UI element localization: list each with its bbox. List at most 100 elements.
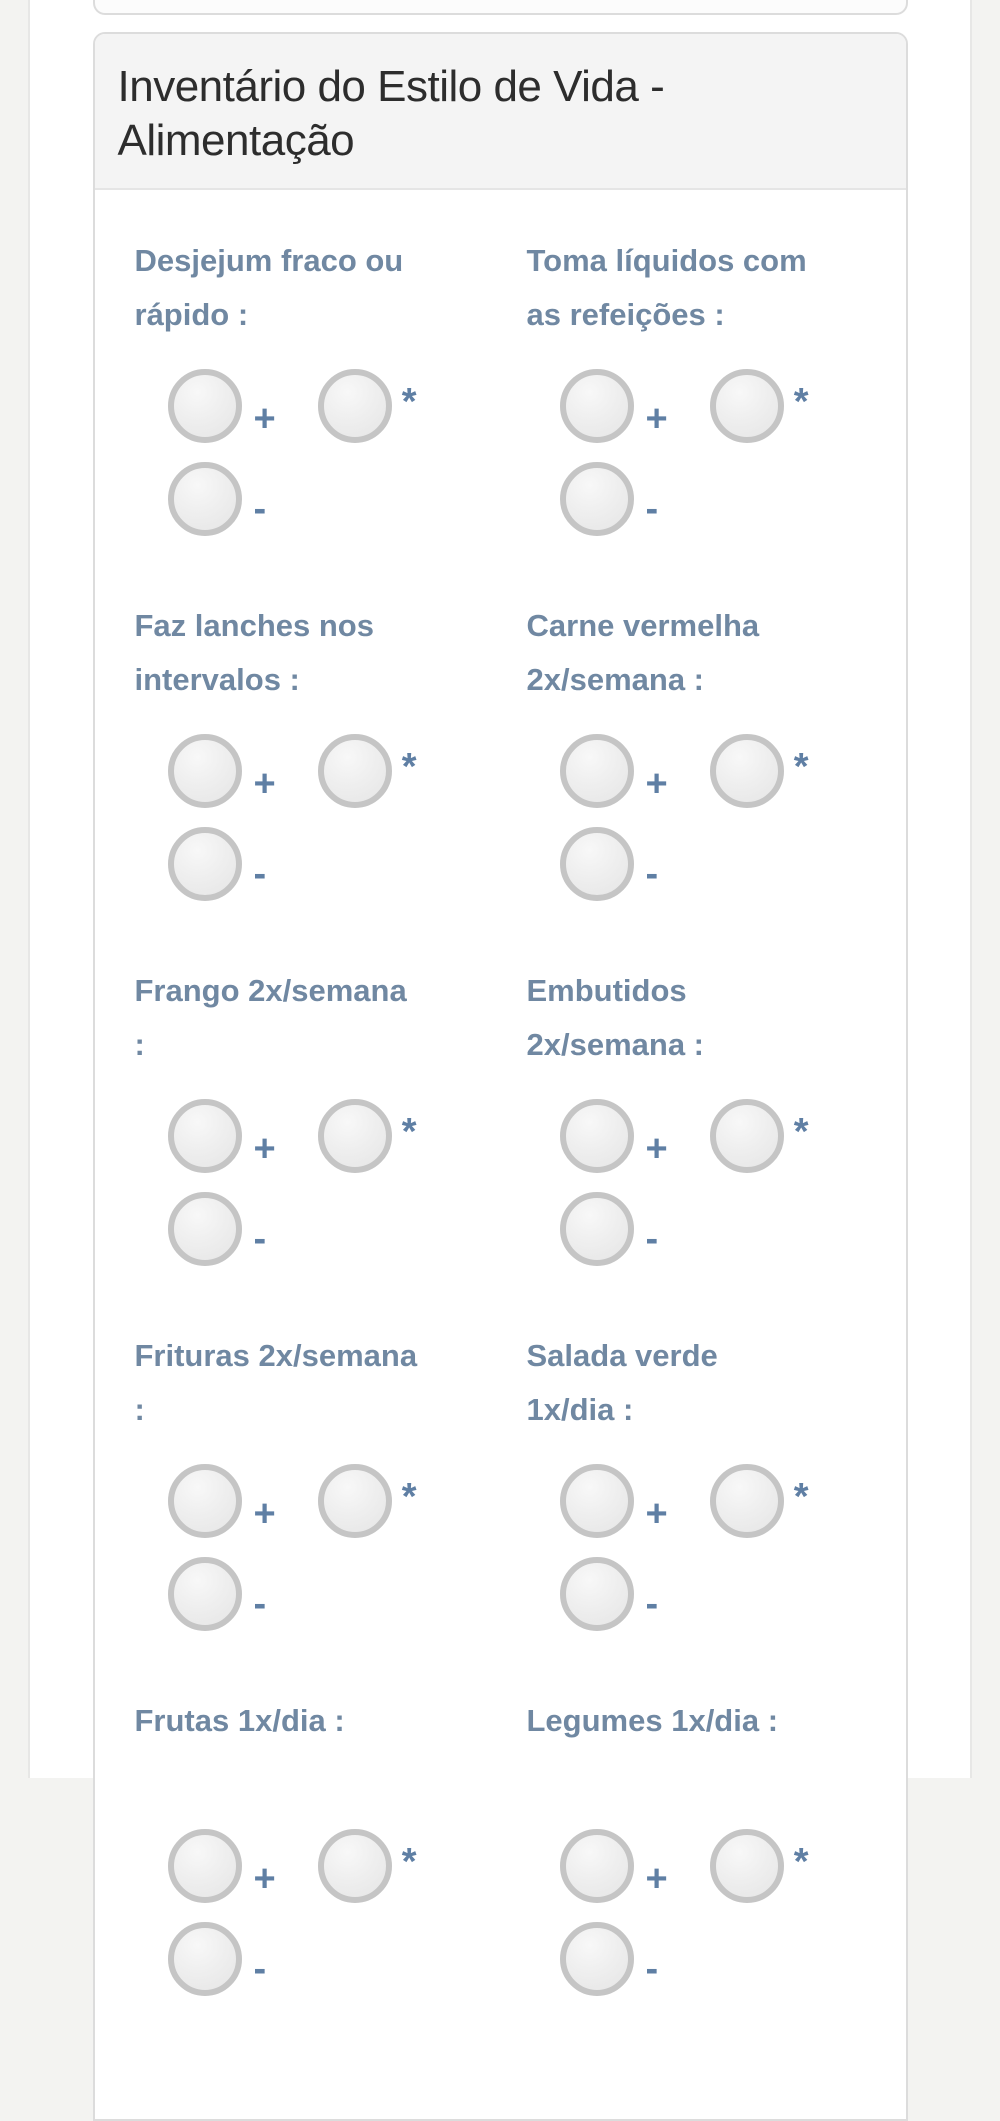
radio-row: - xyxy=(168,827,527,901)
radio-group: + * - xyxy=(560,1099,886,1266)
radio-button-plus[interactable] xyxy=(168,1829,242,1903)
radio-option-label-minus: - xyxy=(646,855,659,893)
radio-group: + * - xyxy=(168,734,527,901)
radio-button-plus[interactable] xyxy=(560,1829,634,1903)
radio-option-label-plus: + xyxy=(646,765,668,803)
question-label: Desjejum fraco ou rápido : xyxy=(135,234,527,342)
question-block-frituras: Frituras 2x/semana : + * - xyxy=(135,1329,527,1631)
radio-row: + * xyxy=(168,734,527,808)
question-label: Frituras 2x/semana : xyxy=(135,1329,527,1437)
previous-panel-bottom-edge xyxy=(93,0,908,15)
question-label-line: Carne vermelha xyxy=(527,599,886,653)
radio-button-minus[interactable] xyxy=(560,1922,634,1996)
radio-option-label-star: * xyxy=(402,383,417,421)
radio-button-star[interactable] xyxy=(710,1464,784,1538)
radio-option-label-star: * xyxy=(794,1478,809,1516)
radio-row: + * xyxy=(560,369,886,443)
page-container: Inventário do Estilo de Vida - Alimentaç… xyxy=(28,0,972,1778)
radio-option-label-plus: + xyxy=(254,1860,276,1898)
radio-option-label-star: * xyxy=(402,1113,417,1151)
question-label-line: : xyxy=(135,1018,527,1072)
radio-button-plus[interactable] xyxy=(560,1464,634,1538)
radio-option-label-minus: - xyxy=(254,490,267,528)
radio-option-label-plus: + xyxy=(254,1495,276,1533)
radio-option-label-plus: + xyxy=(646,1130,668,1168)
radio-button-minus[interactable] xyxy=(560,1192,634,1266)
radio-option-label-star: * xyxy=(402,1843,417,1881)
radio-group: + * - xyxy=(560,1464,886,1631)
question-block-toma-liquidos: Toma líquidos com as refeições : + * - xyxy=(527,234,886,536)
panel-header: Inventário do Estilo de Vida - Alimentaç… xyxy=(95,34,906,190)
radio-button-star[interactable] xyxy=(318,734,392,808)
question-label-line: Toma líquidos com xyxy=(527,234,886,288)
question-label-line: Frutas 1x/dia : xyxy=(135,1694,527,1748)
radio-row: + * xyxy=(560,1829,886,1903)
panel-body: Desjejum fraco ou rápido : + * - xyxy=(95,190,906,2119)
question-label-line: 1x/dia : xyxy=(527,1383,886,1437)
radio-button-minus[interactable] xyxy=(168,1557,242,1631)
radio-button-plus[interactable] xyxy=(168,1099,242,1173)
question-block-frango: Frango 2x/semana : + * - xyxy=(135,964,527,1266)
radio-button-plus[interactable] xyxy=(168,734,242,808)
radio-option-label-minus: - xyxy=(646,490,659,528)
question-label: Toma líquidos com as refeições : xyxy=(527,234,886,342)
question-label-line: Legumes 1x/dia : xyxy=(527,1694,886,1748)
question-label-line: rápido : xyxy=(135,288,527,342)
radio-option-label-plus: + xyxy=(646,1495,668,1533)
radio-button-star[interactable] xyxy=(318,369,392,443)
question-label-line: 2x/semana : xyxy=(527,1018,886,1072)
radio-group: + * - xyxy=(168,369,527,536)
radio-button-minus[interactable] xyxy=(168,1192,242,1266)
radio-option-label-star: * xyxy=(794,1113,809,1151)
radio-button-star[interactable] xyxy=(318,1829,392,1903)
question-block-legumes: Legumes 1x/dia : + * - xyxy=(527,1694,886,1996)
question-label-line: Frango 2x/semana xyxy=(135,964,527,1018)
radio-option-label-star: * xyxy=(402,748,417,786)
radio-button-minus[interactable] xyxy=(168,462,242,536)
radio-button-star[interactable] xyxy=(710,734,784,808)
radio-button-minus[interactable] xyxy=(560,1557,634,1631)
radio-button-star[interactable] xyxy=(318,1464,392,1538)
radio-group: + * - xyxy=(168,1829,527,1996)
radio-button-star[interactable] xyxy=(710,369,784,443)
radio-button-plus[interactable] xyxy=(560,369,634,443)
radio-row: + * xyxy=(560,734,886,808)
radio-row: + * xyxy=(168,369,527,443)
question-label-line: 2x/semana : xyxy=(527,653,886,707)
question-label-line: intervalos : xyxy=(135,653,527,707)
radio-button-plus[interactable] xyxy=(560,734,634,808)
radio-row: - xyxy=(560,462,886,536)
radio-row: + * xyxy=(560,1099,886,1173)
question-label-line: Salada verde xyxy=(527,1329,886,1383)
radio-option-label-star: * xyxy=(794,1843,809,1881)
radio-option-label-plus: + xyxy=(646,400,668,438)
radio-button-minus[interactable] xyxy=(560,827,634,901)
radio-button-plus[interactable] xyxy=(560,1099,634,1173)
form-panel-alimentacao: Inventário do Estilo de Vida - Alimentaç… xyxy=(93,32,908,2121)
question-label-line: Embutidos xyxy=(527,964,886,1018)
question-label: Frango 2x/semana : xyxy=(135,964,527,1072)
radio-option-label-minus: - xyxy=(646,1585,659,1623)
radio-option-label-minus: - xyxy=(646,1220,659,1258)
radio-group: + * - xyxy=(168,1099,527,1266)
radio-button-minus[interactable] xyxy=(168,1922,242,1996)
radio-button-star[interactable] xyxy=(710,1099,784,1173)
question-label-line: as refeições : xyxy=(527,288,886,342)
radio-button-plus[interactable] xyxy=(168,1464,242,1538)
radio-row: + * xyxy=(168,1464,527,1538)
radio-row: - xyxy=(168,462,527,536)
radio-button-minus[interactable] xyxy=(168,827,242,901)
question-block-faz-lanches: Faz lanches nos intervalos : + * - xyxy=(135,599,527,901)
radio-group: + * - xyxy=(168,1464,527,1631)
radio-button-star[interactable] xyxy=(710,1829,784,1903)
radio-row: - xyxy=(560,1192,886,1266)
radio-button-plus[interactable] xyxy=(168,369,242,443)
radio-option-label-plus: + xyxy=(646,1860,668,1898)
radio-group: + * - xyxy=(560,369,886,536)
radio-button-minus[interactable] xyxy=(560,462,634,536)
radio-button-star[interactable] xyxy=(318,1099,392,1173)
question-label: Embutidos 2x/semana : xyxy=(527,964,886,1072)
radio-option-label-plus: + xyxy=(254,400,276,438)
radio-row: - xyxy=(168,1557,527,1631)
radio-row: - xyxy=(560,1922,886,1996)
